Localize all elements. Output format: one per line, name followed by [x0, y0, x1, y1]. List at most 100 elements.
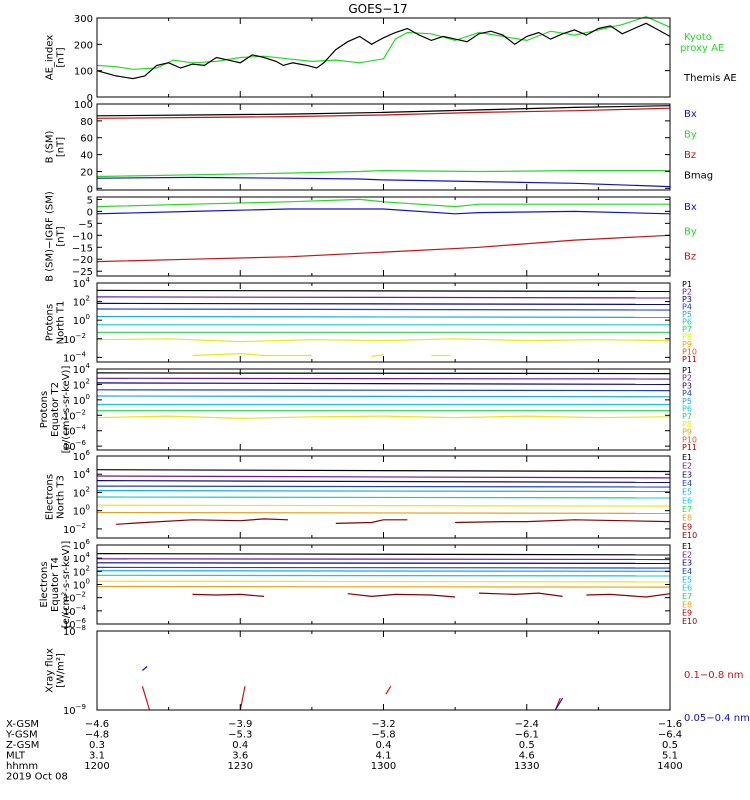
y-tick-label-eT3: 104	[73, 467, 91, 481]
legend-bsm-bz: Bz	[684, 150, 696, 161]
legend-xray-short: 0.05−0.4 nm	[684, 713, 750, 724]
series-bigrf-bz	[96, 234, 671, 263]
y-tick-label-eT3: 106	[73, 449, 91, 463]
series-ae-themis-ae	[96, 22, 671, 80]
series-pT2-p2	[96, 377, 671, 380]
series-pT1-p2	[96, 296, 671, 299]
series-eT3-e4	[96, 485, 671, 488]
legend-bsm-bx: Bx	[684, 109, 697, 120]
series-pT1-p8	[96, 338, 671, 343]
series-bsm-bx	[96, 176, 671, 188]
series-xray-red1	[141, 686, 151, 711]
legend-pT2-p8: P8	[682, 420, 692, 429]
legend-eT3-e4: E4	[682, 479, 692, 488]
y-axis-label-bsm: B (SM)	[45, 130, 56, 163]
legend-pT2-p11: P11	[682, 443, 697, 452]
legend-pT1-p6: P6	[682, 318, 692, 327]
y-tick-label-eT4: 10−6	[63, 617, 87, 631]
ephemeris-value: −5.3	[228, 730, 252, 741]
y-tick-label-pT2: 10−6	[63, 439, 87, 453]
series-eT3-e8	[96, 511, 671, 515]
y-tick-label-bigrf: −25	[72, 267, 93, 278]
legend-eT4-e9: E9	[682, 609, 692, 618]
y-tick-label-eT4: 104	[73, 551, 91, 565]
series-eT3-e7	[96, 504, 671, 507]
series-eT3-e5	[96, 490, 671, 493]
y-axis-label-bigrf: [nT]	[56, 226, 67, 246]
y-tick-label-bigrf: 5	[87, 195, 93, 206]
y-tick-label-eT3: 100	[73, 504, 90, 518]
series-pT1-p3	[96, 302, 671, 305]
legend-pT2-p2: P2	[682, 374, 692, 383]
series-eT3-e9c	[455, 519, 671, 524]
legend-eT3-e10: E10	[682, 531, 697, 540]
x-axis-ephemeris: X-GSM −4.6 −3.9 −3.2 −2.4 −1.6 Y-GSM −4.8 −5.3 −5…	[5, 719, 683, 783]
plot-title: GOES−17	[348, 2, 407, 16]
legend-eT4-e6: E6	[682, 584, 692, 593]
series-xray-red3	[385, 685, 392, 695]
y-tick-label-bigrf: −5	[78, 219, 93, 230]
ephemeris-value: 1400	[657, 761, 682, 772]
y-tick-label-xray: 10−8	[63, 624, 86, 638]
y-axis-label-ae: [nT]	[56, 47, 67, 67]
legend-eT3-e7: E7	[682, 505, 692, 514]
y-tick-label-bsm: 80	[80, 117, 93, 128]
y-tick-label-pT2: 10−2	[63, 408, 86, 422]
y-tick-label-bsm: 40	[80, 151, 93, 162]
ephemeris-label: X-GSM	[6, 719, 39, 730]
panel-bigrf: 50−5−10−15−20−25 B (SM)−IGRF (SM) [nT] Bx By…	[45, 191, 697, 282]
legend-bsm-by: By	[684, 129, 697, 140]
panel-frame-pT2	[96, 368, 671, 451]
y-axis-label-pT2: Equator T2	[50, 382, 61, 437]
y-tick-label-bsm: 60	[80, 134, 93, 145]
series-eT4-e9d	[586, 593, 671, 598]
ephemeris-value: −4.8	[85, 730, 109, 741]
legend-pT1-p8: P8	[682, 333, 692, 342]
legend-eT3-e5: E5	[682, 488, 692, 497]
y-tick-label-xray: 10−9	[63, 703, 86, 717]
series-pT1-p4	[96, 308, 671, 311]
legend-eT3-e6: E6	[682, 496, 692, 505]
legend-eT4-e10: E10	[682, 617, 697, 626]
y-tick-label-eT4: 100	[73, 578, 90, 592]
ephemeris-value: −3.9	[228, 719, 252, 730]
legend-pT1-p1: P1	[682, 280, 692, 289]
y-axis-label-pT1: North T1	[56, 301, 67, 345]
y-tick-label-ae: 200	[74, 40, 93, 51]
legend-pT2-p1: P1	[682, 366, 692, 375]
y-tick-label-bigrf: −10	[72, 231, 93, 242]
series-eT4-e9a	[192, 593, 265, 597]
y-tick-label-eT4: 106	[73, 538, 91, 552]
y-tick-label-eT3: 10−2	[63, 522, 86, 536]
ephemeris-value: −6.4	[658, 730, 682, 741]
series-xray-blue2	[554, 697, 564, 711]
y-tick-label-bigrf: 0	[87, 207, 93, 218]
legend-pT2-p3: P3	[682, 381, 692, 390]
y-tick-label-bsm: 20	[80, 167, 93, 178]
series-bsm-by	[96, 169, 670, 178]
ephemeris-label: Y-GSM	[5, 730, 38, 741]
ephemeris-value: 3.6	[232, 751, 248, 762]
series-eT3-e3	[96, 480, 671, 483]
y-axis-label-eT3: North T3	[56, 475, 67, 519]
y-axis-label-xray: [W/m²]	[56, 653, 67, 688]
y-tick-label-eT4: 10−4	[63, 604, 87, 618]
y-tick-label-ae: 300	[74, 14, 93, 25]
series-eT4-e9c	[478, 592, 563, 597]
series-bigrf-bx	[96, 208, 671, 215]
y-tick-label-pT1: 100	[73, 313, 90, 327]
series-eT4-e5	[96, 570, 671, 572]
legend-eT4-e3: E3	[682, 559, 692, 568]
legend-pT1-p4: P4	[682, 303, 692, 312]
series-eT4-e3	[96, 562, 671, 565]
y-tick-label-pT1: 102	[73, 295, 90, 309]
ephemeris-value: 4.6	[519, 751, 535, 762]
series-eT4-e1	[96, 552, 671, 556]
legend-eT4-e2: E2	[682, 550, 692, 559]
legend-eT4-e8: E8	[682, 600, 692, 609]
series-eT3-e1	[96, 469, 671, 473]
y-axis-label-eT3: Electrons	[45, 474, 56, 520]
